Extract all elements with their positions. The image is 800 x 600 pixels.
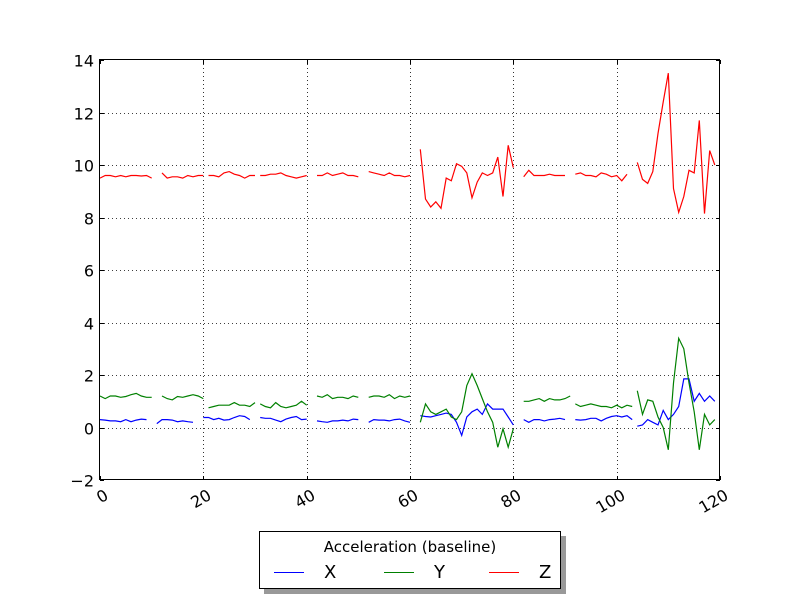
legend-swatch-x [274, 572, 304, 573]
grid-lines [100, 60, 720, 480]
series-line-x [368, 418, 411, 423]
legend: Acceleration (baseline) X Y Z [259, 531, 561, 589]
series-line-y [316, 393, 359, 400]
series-line-y [259, 400, 308, 409]
series-line-z [161, 172, 204, 179]
series-line-x [260, 415, 307, 423]
plot-area [99, 72, 716, 450]
series-y [99, 336, 716, 450]
x-tick-label: 40 [291, 485, 318, 512]
series-line-x [523, 417, 566, 423]
y-tick-label: 14 [74, 52, 94, 71]
series-line-y [208, 401, 256, 409]
series-line-x [316, 418, 359, 423]
series-line-z [523, 169, 565, 178]
series-z [99, 72, 716, 215]
series-line-y [368, 393, 411, 400]
series-line-x [156, 419, 194, 425]
legend-swatch-z [489, 572, 519, 573]
x-tick-label: 0 [93, 485, 111, 507]
series-line-y [99, 392, 152, 400]
series-line-x [99, 418, 147, 423]
y-tick-label: −2 [70, 472, 94, 491]
y-tick-label: 4 [84, 315, 94, 334]
series-line-z [208, 170, 255, 179]
legend-label-y: Y [434, 562, 445, 583]
plot-frame [99, 59, 720, 480]
series-line-z [636, 72, 716, 215]
legend-swatch-y [384, 572, 414, 573]
y-tick-label: 8 [84, 210, 94, 229]
y-tick-label: 12 [74, 105, 94, 124]
series-line-y [161, 394, 204, 401]
series-line-x [575, 415, 633, 422]
series-line-z [317, 172, 359, 178]
y-tick-label: 2 [84, 367, 94, 386]
series-line-y [523, 395, 571, 402]
series-line-z [575, 172, 628, 182]
y-tick-label: 10 [74, 157, 94, 176]
series-line-z [419, 145, 514, 210]
y-tick-label: 6 [84, 262, 94, 281]
series-line-x [420, 402, 514, 438]
series-line-x [637, 378, 716, 427]
x-tick-label: 20 [187, 485, 214, 512]
x-tick-label: 80 [497, 485, 524, 512]
series-line-y [575, 403, 633, 409]
legend-title: Acceleration (baseline) [323, 538, 497, 556]
x-tick-label: 60 [394, 485, 421, 512]
series-line-y [636, 336, 716, 450]
x-tick-label: 120 [696, 485, 732, 517]
x-tick-label: 100 [593, 485, 629, 517]
series-x [99, 378, 716, 438]
series-line-y [419, 372, 514, 450]
series-line-z [99, 174, 152, 179]
series-line-x [203, 415, 251, 421]
legend-label-z: Z [539, 562, 552, 583]
y-tick-label: 0 [84, 420, 94, 439]
series-line-z [368, 171, 411, 178]
legend-label-x: X [324, 562, 337, 583]
series-line-z [260, 172, 307, 179]
